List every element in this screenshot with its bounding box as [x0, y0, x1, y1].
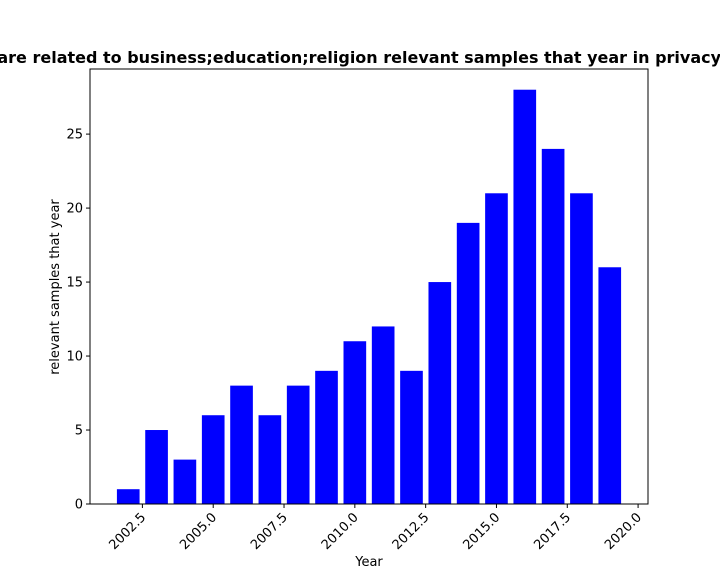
x-tick-label: 2007.5 — [248, 510, 291, 553]
x-tick-label: 2015.0 — [461, 510, 504, 553]
bar-2015 — [485, 193, 508, 505]
x-tick-label: 2002.5 — [106, 510, 149, 553]
bar-2006 — [230, 385, 253, 504]
bar-2016 — [513, 89, 537, 504]
chart-title-group: Years are related to business;education;… — [0, 48, 720, 67]
bar-2007 — [258, 415, 282, 504]
bar-2011 — [371, 326, 395, 504]
x-tick-label: 2010.0 — [319, 510, 362, 553]
bar-2019 — [598, 267, 622, 504]
bar-2002 — [116, 489, 140, 504]
x-tick-label: 2017.5 — [531, 510, 574, 553]
bar-2013 — [428, 282, 452, 504]
bar-2018 — [570, 193, 593, 505]
bar-2005 — [201, 415, 225, 504]
bar-2003 — [145, 430, 168, 504]
x-axis-ticks: 2002.5 2005.0 2007.5 2010.0 2012.5 2015.0 2017… — [106, 504, 645, 553]
y-tick-label: 15 — [66, 276, 83, 291]
y-axis-ticks: 0 5 10 15 20 25 — [66, 128, 90, 513]
bar-2010 — [343, 341, 367, 504]
y-tick-label: 10 — [66, 350, 83, 365]
x-tick-label: 2012.5 — [390, 510, 433, 553]
y-tick-label: 5 — [75, 424, 83, 439]
x-tick-label: 2020.0 — [602, 510, 645, 553]
x-tick-label: 2005.0 — [177, 510, 220, 553]
bars-group — [116, 89, 622, 505]
axes-frame — [89, 68, 649, 505]
bar-2009 — [315, 370, 338, 504]
y-axis-label: relevant samples that year — [48, 199, 63, 375]
y-tick-label: 20 — [66, 202, 83, 217]
x-axis-label: Year — [354, 555, 383, 570]
bar-2017 — [541, 148, 565, 505]
chart-title: Years are related to business;education;… — [0, 48, 720, 67]
bar-2014 — [456, 222, 480, 504]
bar-2008 — [286, 385, 310, 504]
bar-2004 — [173, 459, 197, 504]
plot-area: 2002.5 2005.0 2007.5 2010.0 2012.5 2015.0 2017… — [66, 68, 649, 553]
y-tick-label: 25 — [66, 128, 83, 143]
bar-2012 — [400, 370, 423, 504]
y-tick-label: 0 — [75, 498, 83, 513]
